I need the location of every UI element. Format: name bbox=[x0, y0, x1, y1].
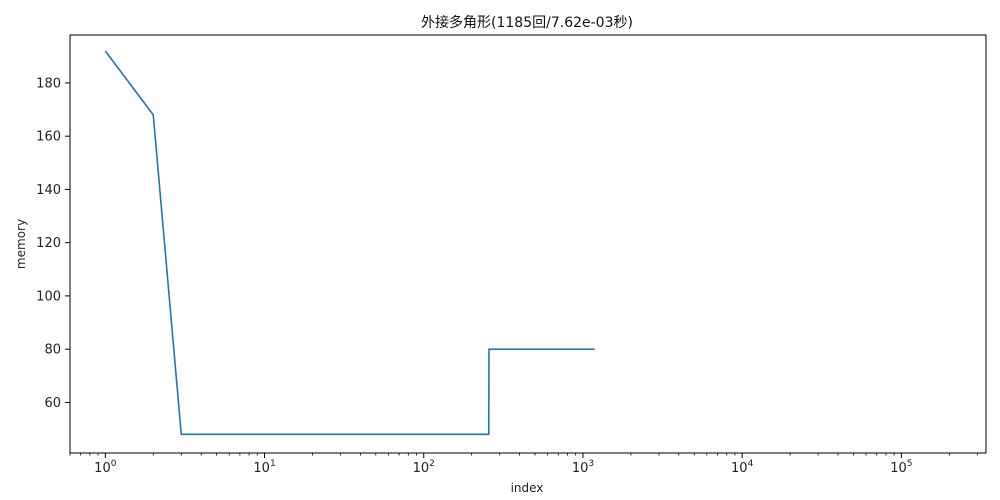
series-line bbox=[104, 50, 595, 436]
x-tick-label: 102 bbox=[413, 459, 435, 476]
y-axis-ticks: 60 80 100 120 140 160 180 bbox=[36, 76, 70, 411]
x-axis-ticks: 100 101 102 103 104 105 bbox=[69, 453, 978, 476]
chart-title: 外接多角形(1185回/7.62e-03秒) bbox=[421, 14, 633, 31]
y-axis-label: memory bbox=[14, 219, 28, 269]
y-tick-label: 120 bbox=[36, 236, 61, 251]
series-layer bbox=[104, 50, 595, 436]
x-tick-label: 105 bbox=[890, 459, 912, 476]
y-tick-label: 80 bbox=[44, 343, 61, 358]
y-tick-label: 60 bbox=[44, 396, 61, 411]
plot-frame bbox=[69, 34, 987, 454]
y-tick-label: 160 bbox=[36, 130, 61, 145]
y-tick-label: 140 bbox=[36, 183, 61, 198]
x-axis-label: index bbox=[511, 481, 544, 495]
y-tick-label: 180 bbox=[36, 76, 61, 91]
x-tick-label: 100 bbox=[94, 459, 117, 476]
x-tick-label: 101 bbox=[253, 459, 275, 476]
x-tick-label: 103 bbox=[572, 459, 594, 476]
y-tick-label: 100 bbox=[36, 289, 61, 304]
x-tick-label: 104 bbox=[731, 459, 754, 476]
